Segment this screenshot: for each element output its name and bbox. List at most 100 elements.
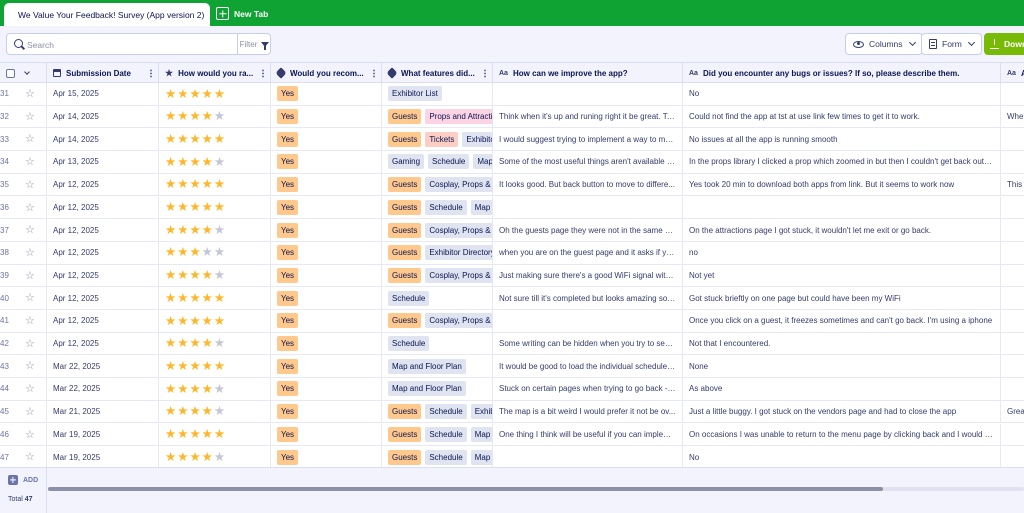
- table-row[interactable]: 36 ☆ Apr 12, 2025 ★ ★ ★ ★ ★ Yes Guests Schedule Map…: [0, 196, 1024, 220]
- rating-cell[interactable]: ★ ★ ★ ★ ★: [159, 241, 271, 264]
- favorite-star-icon[interactable]: ☆: [25, 88, 35, 100]
- table-row[interactable]: 42 ☆ Apr 12, 2025 ★ ★ ★ ★ ★ Yes Schedule Some writ…: [0, 332, 1024, 356]
- submission-date-cell[interactable]: Apr 14, 2025: [47, 105, 159, 128]
- features-cell[interactable]: GuestsTicketsExhibitor List: [382, 128, 493, 151]
- favorite-star-icon[interactable]: ☆: [25, 133, 35, 146]
- extra-cell[interactable]: [1001, 287, 1024, 309]
- recommend-cell[interactable]: Yes: [271, 241, 382, 264]
- column-header-improve[interactable]: Aa How can we improve the app?: [493, 63, 683, 83]
- bugs-cell[interactable]: Could not find the app at tst at use lin…: [683, 105, 1001, 128]
- new-tab-button[interactable]: New Tab: [216, 6, 268, 21]
- improve-cell[interactable]: It would be good to load the individual …: [493, 355, 683, 378]
- submission-date-cell[interactable]: Apr 12, 2025: [47, 310, 159, 332]
- recommend-cell[interactable]: Yes: [271, 83, 382, 105]
- recommend-cell[interactable]: Yes: [271, 196, 382, 219]
- recommend-cell[interactable]: Yes: [271, 310, 382, 332]
- submission-date-cell[interactable]: Mar 22, 2025: [47, 378, 159, 400]
- table-row[interactable]: 34 ☆ Apr 13, 2025 ★ ★ ★ ★ ★ Yes Gaming Schedule Map…: [0, 151, 1024, 174]
- table-row[interactable]: 32 ☆ Apr 14, 2025 ★ ★ ★ ★ ★ Yes Guests Props and A…: [0, 105, 1024, 129]
- favorite-star-icon[interactable]: ☆: [25, 315, 35, 327]
- recommend-cell[interactable]: Yes: [271, 287, 382, 309]
- submission-date-cell[interactable]: Apr 14, 2025: [47, 128, 159, 151]
- recommend-cell[interactable]: Yes: [271, 446, 382, 467]
- rating-cell[interactable]: ★ ★ ★ ★ ★: [159, 151, 271, 173]
- favorite-star-icon[interactable]: ☆: [25, 246, 35, 259]
- column-menu-icon[interactable]: [262, 69, 264, 78]
- column-menu-icon[interactable]: [150, 69, 152, 78]
- rating-cell[interactable]: ★ ★ ★ ★ ★: [159, 423, 271, 446]
- improve-cell[interactable]: Just making sure there's a good WiFi sig…: [493, 264, 683, 287]
- favorite-star-icon[interactable]: ☆: [25, 451, 35, 464]
- table-row[interactable]: 39 ☆ Apr 12, 2025 ★ ★ ★ ★ ★ Yes Guests Cosplay, Pr…: [0, 264, 1024, 288]
- improve-cell[interactable]: Some of the most useful things aren't av…: [493, 151, 683, 173]
- table-row[interactable]: 40 ☆ Apr 12, 2025 ★ ★ ★ ★ ★ Yes Schedule Not sure …: [0, 287, 1024, 310]
- extra-cell[interactable]: [1001, 446, 1024, 467]
- bugs-cell[interactable]: In the props library I clicked a prop wh…: [683, 151, 1001, 173]
- favorite-star-icon[interactable]: ☆: [25, 201, 35, 214]
- recommend-cell[interactable]: Yes: [271, 128, 382, 151]
- features-cell[interactable]: Exhibitor List: [382, 83, 493, 105]
- submission-date-cell[interactable]: Apr 12, 2025: [47, 287, 159, 309]
- download-button[interactable]: Down: [984, 33, 1024, 55]
- extra-cell[interactable]: Whe: [1001, 106, 1024, 128]
- table-row[interactable]: 37 ☆ Apr 12, 2025 ★ ★ ★ ★ ★ Yes Guests Cosplay, Pr…: [0, 219, 1024, 242]
- recommend-cell[interactable]: Yes: [271, 173, 382, 196]
- extra-cell[interactable]: [1001, 424, 1024, 446]
- table-row[interactable]: 33 ☆ Apr 14, 2025 ★ ★ ★ ★ ★ Yes Guests Tickets Exhi…: [0, 128, 1024, 152]
- table-row[interactable]: 46 ☆ Mar 19, 2025 ★ ★ ★ ★ ★ Yes Guests Schedule Map…: [0, 423, 1024, 447]
- extra-cell[interactable]: [1001, 242, 1024, 264]
- bugs-cell[interactable]: Got stuck brieftly on one page but could…: [683, 287, 1001, 309]
- column-header-recommend[interactable]: Would you recom...: [271, 63, 382, 83]
- extra-cell[interactable]: [1001, 128, 1024, 150]
- bugs-cell[interactable]: Once you click on a guest, it freezes so…: [683, 310, 1001, 332]
- features-cell[interactable]: Guests Exhibitor Directory: [382, 241, 493, 264]
- table-row[interactable]: 31 ☆ Apr 15, 2025 ★ ★ ★ ★ ★ Yes Exhibitor List No: [0, 83, 1024, 106]
- scrollbar-thumb[interactable]: [48, 487, 883, 491]
- rating-cell[interactable]: ★ ★ ★ ★ ★: [159, 128, 271, 151]
- select-all-checkbox[interactable]: [6, 68, 15, 78]
- recommend-cell[interactable]: Yes: [271, 423, 382, 446]
- features-cell[interactable]: GuestsScheduleExhibitor List: [382, 400, 493, 423]
- improve-cell[interactable]: One thing I think will be useful if you …: [493, 423, 683, 446]
- favorite-star-icon[interactable]: ☆: [25, 269, 35, 282]
- column-header-bugs[interactable]: Aa Did you encounter any bugs or issues?…: [683, 63, 1001, 83]
- favorite-star-icon[interactable]: ☆: [25, 428, 35, 441]
- submission-date-cell[interactable]: Apr 15, 2025: [47, 83, 159, 105]
- features-cell[interactable]: Schedule: [382, 287, 493, 309]
- recommend-cell[interactable]: Yes: [271, 151, 382, 173]
- favorite-star-icon[interactable]: ☆: [25, 337, 35, 350]
- rating-cell[interactable]: ★ ★ ★ ★ ★: [159, 310, 271, 332]
- favorite-star-icon[interactable]: ☆: [25, 383, 35, 396]
- bugs-cell[interactable]: No issues at all the app is running smoo…: [683, 128, 1001, 151]
- column-header-submission-date[interactable]: Submission Date: [47, 63, 159, 83]
- table-row[interactable]: 35 ☆ Apr 12, 2025 ★ ★ ★ ★ ★ Yes Guests Cosplay, Pr…: [0, 173, 1024, 197]
- bugs-cell[interactable]: Yes took 20 min to download both apps fr…: [683, 173, 1001, 196]
- rating-cell[interactable]: ★ ★ ★ ★ ★: [159, 287, 271, 309]
- rating-cell[interactable]: ★ ★ ★ ★ ★: [159, 355, 271, 378]
- column-header-features[interactable]: What features did...: [382, 63, 493, 83]
- improve-cell[interactable]: Think when it's up and runing right it b…: [493, 105, 683, 128]
- column-menu-icon[interactable]: [373, 69, 375, 78]
- rating-cell[interactable]: ★ ★ ★ ★ ★: [159, 332, 271, 355]
- extra-cell[interactable]: [1001, 151, 1024, 173]
- rating-cell[interactable]: ★ ★ ★ ★ ★: [159, 378, 271, 400]
- recommend-cell[interactable]: Yes: [271, 400, 382, 423]
- extra-cell[interactable]: Grea: [1001, 401, 1024, 423]
- bugs-cell[interactable]: No: [683, 446, 1001, 467]
- submission-date-cell[interactable]: Apr 12, 2025: [47, 332, 159, 355]
- rating-cell[interactable]: ★ ★ ★ ★ ★: [159, 219, 271, 241]
- recommend-cell[interactable]: Yes: [271, 264, 382, 287]
- extra-cell[interactable]: [1001, 378, 1024, 400]
- extra-cell[interactable]: [1001, 265, 1024, 287]
- extra-cell[interactable]: [1001, 219, 1024, 241]
- bugs-cell[interactable]: Not yet: [683, 264, 1001, 287]
- column-header-rating[interactable]: ★ How would you ra...: [159, 63, 271, 83]
- table-row[interactable]: 38 ☆ Apr 12, 2025 ★ ★ ★ ★ ★ Yes Guests Exhibitor D…: [0, 241, 1024, 265]
- recommend-cell[interactable]: Yes: [271, 355, 382, 378]
